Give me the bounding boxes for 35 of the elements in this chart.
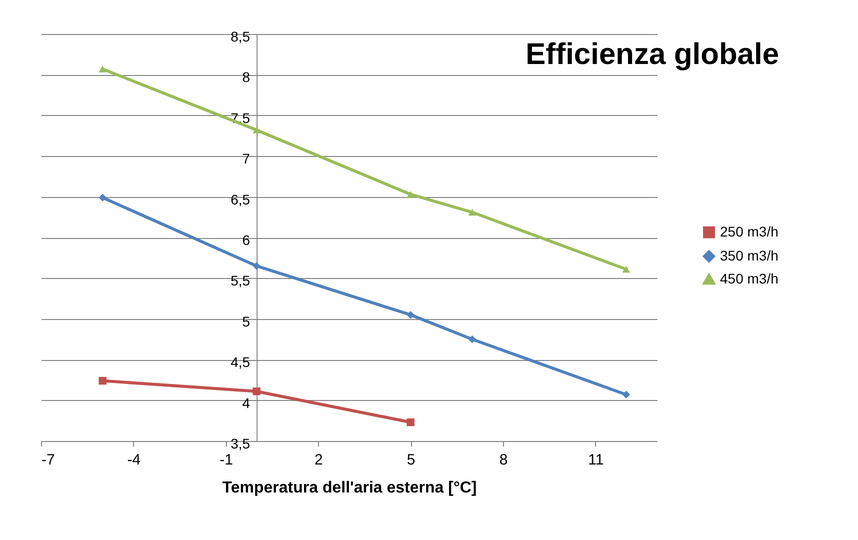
chart-title: Efficienza globale [526,38,779,71]
x-tick-label: -7 [42,452,55,468]
x-axis-title: Temperatura dell'aria esterna [°C] [222,480,477,496]
y-tick-label: 8,5 [230,28,250,44]
point [468,335,476,344]
point [406,310,414,319]
point [622,390,630,398]
y-tick-label: 4 [242,394,250,411]
point [406,191,414,198]
x-tick-label: -4 [127,452,141,468]
x-tick-label: 5 [406,452,416,468]
y-tick-label: 8 [242,69,250,86]
legend-label: 250 m3/h [720,223,778,240]
point [98,66,106,72]
x-tick-label: 11 [588,452,604,468]
y-tick-label: 5 [242,313,250,330]
point [98,194,106,202]
y-tick-label: 5,5 [230,272,250,289]
point [622,266,630,273]
y-tick-label: 7 [242,150,250,167]
point [252,126,260,134]
y-tick-label: 6 [242,232,250,248]
point [406,418,414,426]
point [252,262,260,270]
y-tick-label: 4,5 [230,354,250,370]
point [98,376,106,385]
legend-label: 350 m3/h [720,247,778,264]
y-tick-label: 6,5 [230,191,250,208]
x-tick-label: 8 [499,452,508,468]
point [252,387,260,396]
legend-label: 450 m3/h [720,270,778,286]
x-tick-label: -1 [220,452,233,468]
point [468,208,476,216]
x-tick-label: 2 [314,452,323,468]
y-tick-label: 3,5 [230,436,250,452]
